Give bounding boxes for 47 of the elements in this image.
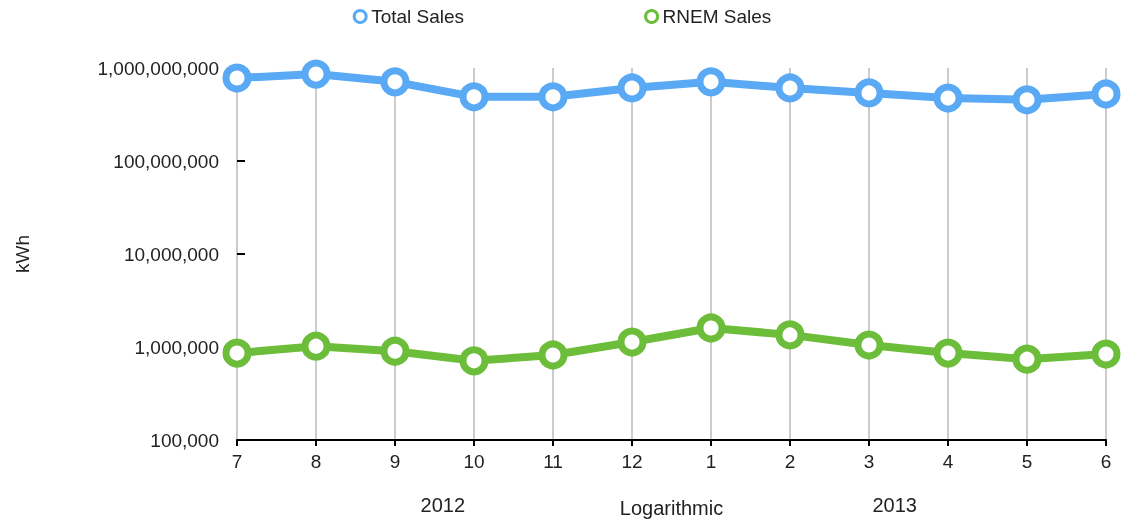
y-axis-title: kWh — [12, 235, 33, 273]
y-tick-label: 1,000,000 — [134, 336, 219, 358]
x-tick-label: 10 — [463, 451, 485, 472]
point — [617, 327, 647, 357]
point — [696, 67, 726, 97]
point — [854, 78, 884, 108]
point — [380, 336, 410, 366]
point — [1091, 79, 1121, 109]
x-tick-label: 9 — [389, 451, 401, 472]
x-tick-label: 6 — [1100, 451, 1112, 472]
x-tick-label: 2 — [784, 451, 796, 472]
x-tick-label: 5 — [1021, 451, 1033, 472]
point — [459, 346, 489, 376]
y-tick-label: 1,000,000,000 — [97, 57, 219, 79]
y-tick-label: 10,000,000 — [123, 243, 219, 265]
legend-label: RNEM Sales — [662, 6, 772, 27]
point — [1091, 339, 1121, 369]
x-tick-label: 1 — [705, 451, 717, 472]
point — [538, 82, 568, 112]
point — [459, 82, 489, 112]
x-tick-label: 7 — [231, 451, 243, 472]
point — [222, 338, 252, 368]
text: 2012 — [420, 494, 466, 516]
x-tick-label: 4 — [942, 451, 954, 472]
point — [301, 331, 331, 361]
point — [1012, 344, 1042, 374]
point — [775, 73, 805, 103]
point — [854, 330, 884, 360]
point — [617, 73, 647, 103]
y-tick-label: 100,000,000 — [113, 150, 219, 172]
y-tick-label: 100,000 — [150, 429, 219, 451]
x-tick-label: 12 — [621, 451, 643, 472]
x-tick-label: 8 — [310, 451, 322, 472]
point — [380, 67, 410, 97]
x-tick-label: 3 — [863, 451, 875, 472]
point — [1012, 85, 1042, 115]
point — [933, 338, 963, 368]
x-axis-title: Logarithmic — [619, 497, 724, 519]
point — [933, 83, 963, 113]
point — [775, 320, 805, 350]
x-tick-label: 11 — [543, 451, 563, 472]
point — [696, 313, 726, 343]
point — [538, 340, 568, 370]
point — [222, 63, 252, 93]
text: 2013 — [872, 494, 917, 516]
point — [301, 59, 331, 89]
legend-label: Total Sales — [371, 6, 465, 27]
